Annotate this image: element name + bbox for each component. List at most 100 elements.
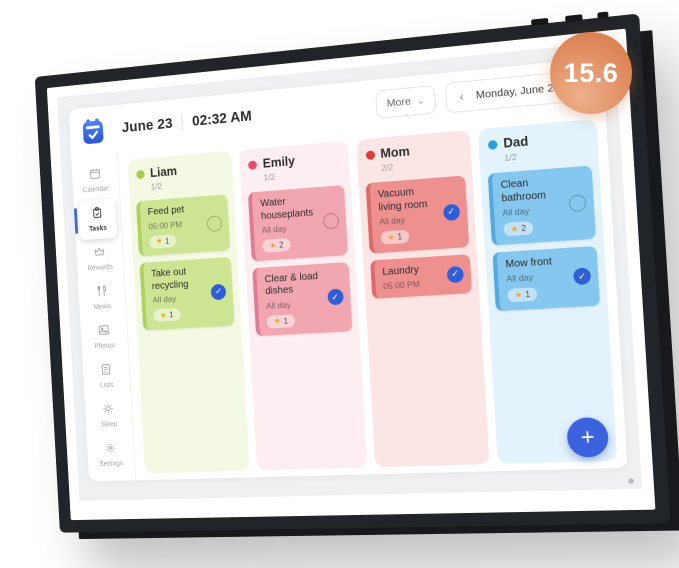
device-button: [565, 14, 583, 23]
task-time: All day: [379, 214, 406, 227]
task-title: Vacuum living room: [377, 186, 428, 214]
task-time: All day: [265, 299, 292, 311]
sidebar-item-meals[interactable]: Meals: [82, 277, 121, 318]
check-icon: ✓: [577, 270, 587, 282]
task-checkbox[interactable]: ✓: [572, 267, 592, 286]
star-reward-badge: ★ 2: [502, 220, 534, 237]
display-screen: June 23 02:32 AM More ⌄ ‹ Monday, June 2…: [57, 41, 642, 501]
member-color-dot: [365, 149, 375, 160]
screen-size-label: 15.6: [563, 57, 619, 88]
star-reward-badge: ★ 2: [262, 237, 291, 253]
device-button: [597, 11, 609, 19]
sidebar-item-photos[interactable]: Photos: [85, 316, 124, 357]
star-reward-badge: ★ 1: [380, 229, 410, 245]
check-icon: ✓: [447, 206, 456, 217]
more-button-label: More: [386, 95, 412, 110]
settings-gear-icon: [104, 441, 117, 459]
more-button[interactable]: More ⌄: [374, 84, 437, 119]
task-column-liam: Liam 1/2 Feed pet 05:00 PM ★ 1: [127, 150, 250, 474]
lists-icon: [100, 363, 113, 381]
sidebar-label: Photos: [94, 342, 115, 351]
task-time: All day: [152, 293, 177, 305]
star-reward-badge: ★ 1: [506, 287, 538, 303]
star-icon: ★: [159, 310, 167, 320]
task-column-mom: Mom 2/2 Vacuum living room All day ★ 1: [355, 129, 490, 468]
star-count: 2: [278, 240, 284, 250]
task-title: Water houseplants: [259, 196, 314, 222]
sidebar-item-sleep[interactable]: Sleep: [89, 395, 128, 436]
sidebar-label: Lists: [99, 381, 114, 390]
header-time: 02:32 AM: [191, 108, 253, 130]
sidebar-item-calendar[interactable]: Calendar: [76, 159, 115, 201]
rewards-crown-icon: [93, 245, 106, 263]
member-name: Emily: [262, 154, 296, 171]
task-card[interactable]: Vacuum living room All day ★ 1 ✓: [365, 175, 469, 254]
sidebar-item-tasks[interactable]: Tasks: [78, 198, 118, 241]
sidebar-item-lists[interactable]: Lists: [87, 356, 126, 397]
star-icon: ★: [269, 240, 277, 250]
task-checkbox[interactable]: ✓: [210, 283, 227, 301]
sidebar-item-settings[interactable]: Settings: [91, 434, 130, 474]
star-icon: ★: [155, 236, 163, 246]
sidebar-label: Sleep: [100, 421, 118, 429]
member-color-dot: [248, 159, 258, 170]
photos-icon: [98, 324, 111, 342]
check-icon: ✓: [450, 268, 460, 280]
chevron-down-icon: ⌄: [416, 94, 425, 106]
sidebar-label: Calendar: [82, 185, 110, 195]
check-icon: ✓: [331, 291, 340, 302]
sidebar-item-rewards[interactable]: Rewards: [80, 238, 119, 280]
sidebar-label: Settings: [99, 460, 124, 468]
member-color-dot: [487, 139, 498, 150]
prev-day-chevron-icon[interactable]: ‹: [458, 89, 464, 105]
task-checkbox[interactable]: ✓: [322, 212, 339, 230]
task-time: All day: [506, 271, 534, 284]
task-checkbox[interactable]: ✓: [326, 288, 344, 306]
task-time: 05:00 PM: [148, 218, 183, 231]
camera-sensor-dot: [628, 478, 634, 484]
check-icon: ✓: [214, 286, 223, 297]
calendar-check-app-icon: [80, 117, 107, 146]
task-time: All day: [502, 205, 530, 218]
task-checkbox[interactable]: ✓: [446, 265, 464, 283]
member-color-dot: [136, 169, 145, 179]
meals-utensils-icon: [95, 284, 108, 302]
app-header: June 23 02:32 AM More ⌄ ‹ Monday, June 2…: [68, 57, 606, 158]
task-checkbox[interactable]: ✓: [206, 214, 223, 232]
sleep-sun-icon: [102, 402, 115, 420]
task-checkbox[interactable]: ✓: [568, 193, 587, 212]
app-body: Calendar Tasks Rewards: [71, 110, 627, 482]
task-checkbox[interactable]: ✓: [442, 203, 461, 221]
smart-display-device: June 23 02:32 AM More ⌄ ‹ Monday, June 2…: [34, 11, 671, 533]
task-column-emily: Emily 1/2 Water houseplants All day ★ 2: [239, 140, 367, 471]
sidebar-label: Tasks: [88, 224, 108, 233]
star-icon: ★: [387, 232, 395, 242]
task-card[interactable]: Feed pet 05:00 PM ★ 1 ✓: [136, 194, 231, 257]
task-card[interactable]: Clean bathroom All day ★ 2 ✓: [487, 165, 596, 246]
plus-icon: +: [579, 423, 596, 451]
task-title: Clean bathroom: [500, 177, 547, 205]
task-time: All day: [261, 223, 287, 235]
star-reward-badge: ★ 1: [149, 233, 177, 249]
star-icon: ★: [510, 223, 519, 234]
star-reward-badge: ★ 1: [153, 307, 181, 323]
sidebar-label: Rewards: [87, 263, 114, 273]
task-card[interactable]: Take out recycling All day ★ 1 ✓: [139, 256, 235, 330]
task-column-dad: Dad 1/2 Clean bathroom All day ★ 2: [477, 118, 618, 464]
task-card[interactable]: Clear & load dishes All day ★ 1 ✓: [252, 261, 352, 337]
task-title: Clear & load dishes: [264, 270, 319, 298]
star-count: 2: [521, 223, 527, 234]
date-nav-label[interactable]: Monday, June 23: [475, 81, 561, 102]
member-name: Dad: [502, 134, 529, 151]
calendar-icon: [89, 167, 102, 185]
task-card[interactable]: Water houseplants All day ★ 2 ✓: [248, 185, 348, 261]
task-title: Take out recycling: [150, 266, 189, 292]
star-icon: ★: [273, 316, 281, 326]
sidebar-label: Meals: [93, 303, 112, 312]
header-date: June 23: [121, 116, 174, 137]
star-count: 1: [169, 310, 174, 320]
task-card[interactable]: Laundry 05:00 PM ★ ✓: [369, 253, 472, 299]
task-card[interactable]: Mow front All day ★ 1 ✓: [492, 245, 601, 311]
task-title: Mow front: [505, 255, 553, 270]
